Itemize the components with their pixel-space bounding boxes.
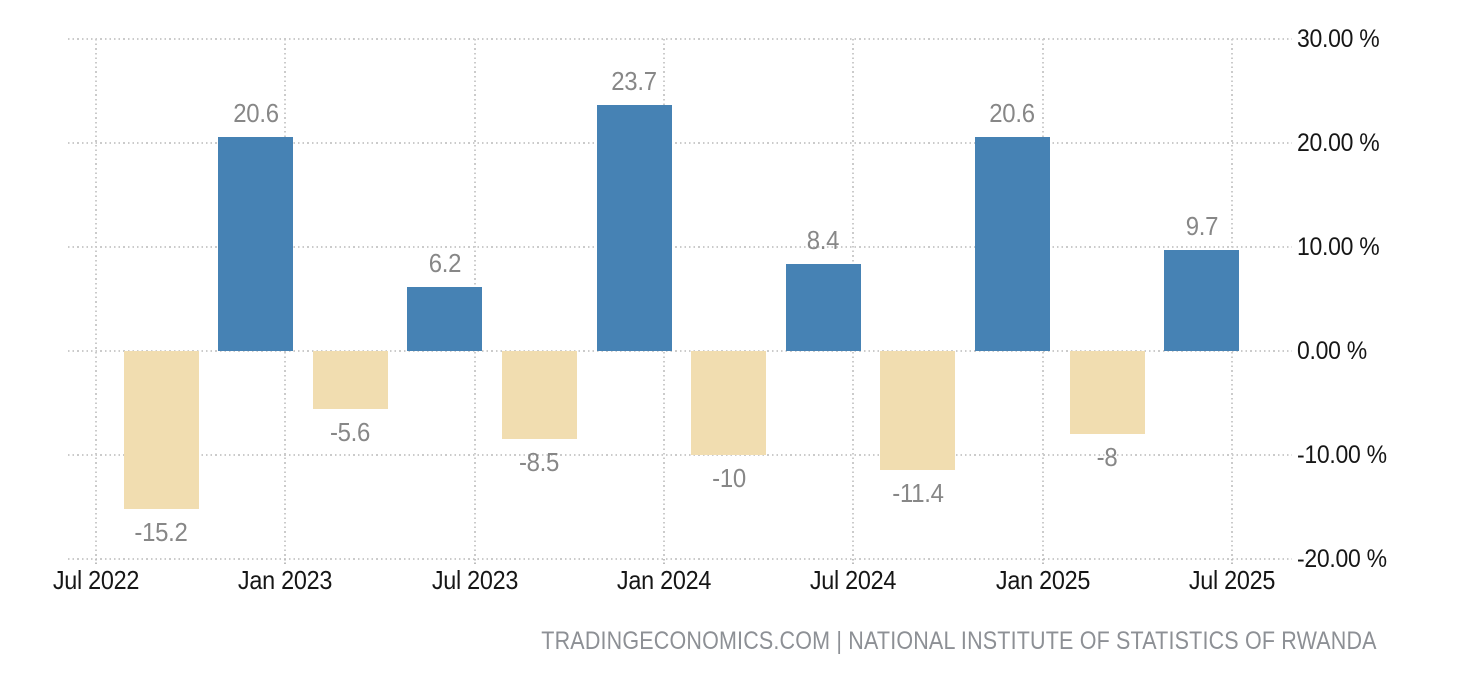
bar[interactable] [1069,351,1145,435]
x-axis-tick [852,559,855,566]
x-axis-tick [95,559,97,566]
h-gridline [68,246,1292,248]
bar-value-label: 23.7 [611,65,657,96]
x-axis-tick-label: Jul 2023 [431,565,518,595]
bar[interactable] [785,263,861,351]
x-axis-tick [284,559,287,566]
h-gridline [68,142,1292,144]
bar[interactable] [123,351,199,510]
bar[interactable] [312,351,388,410]
bar-value-label: 6.2 [428,247,462,278]
bar-value-label: -11.4 [892,477,944,508]
h-gridline [68,38,1292,40]
x-axis-tick-label: Jul 2025 [1188,565,1276,595]
x-axis-tick-label: Jan 2025 [995,565,1090,595]
y-axis-tick-label: 30.00 % [1297,25,1380,53]
y-axis-tick-label: -20.00 % [1297,545,1387,573]
y-axis-tick-label: 10.00 % [1297,233,1380,261]
bar-value-label: -8 [1096,442,1118,473]
bar-value-label: -5.6 [330,417,371,448]
x-axis-tick-label: Jul 2022 [52,565,140,595]
bar-value-label: -8.5 [519,447,560,478]
bar[interactable] [974,136,1050,351]
bar-value-label: -15.2 [134,517,188,548]
bar[interactable] [691,351,767,455]
bar[interactable] [407,286,483,351]
y-axis-tick-label: -10.00 % [1297,441,1387,469]
bar-value-label: 8.4 [806,224,840,255]
x-axis-tick [662,559,665,566]
y-axis-tick-label: 20.00 % [1297,129,1380,157]
bar-value-label: 20.6 [232,97,279,128]
bar[interactable] [1164,250,1240,351]
bar-value-label: 20.6 [989,97,1036,128]
x-axis-tick [473,559,476,566]
y-axis-tick-label: 0.00 % [1297,337,1367,365]
h-gridline [68,350,1292,352]
x-axis-tick-label: Jan 2024 [616,565,712,595]
h-gridline [68,558,1292,560]
x-axis-tick-label: Jan 2023 [238,565,333,595]
x-axis-tick [1041,559,1044,566]
v-gridline [95,39,97,559]
bar[interactable] [880,351,956,470]
h-gridline [68,454,1292,456]
bar-value-label: 9.7 [1185,211,1218,242]
bar[interactable] [501,351,577,440]
x-axis-tick [1230,559,1233,566]
bar[interactable] [596,104,672,351]
bar[interactable] [218,136,294,351]
attribution-text: TRADINGECONOMICS.COM | NATIONAL INSTITUT… [541,627,1377,655]
x-axis-tick-label: Jul 2024 [810,565,897,595]
bar-value-label: -10 [711,463,746,493]
